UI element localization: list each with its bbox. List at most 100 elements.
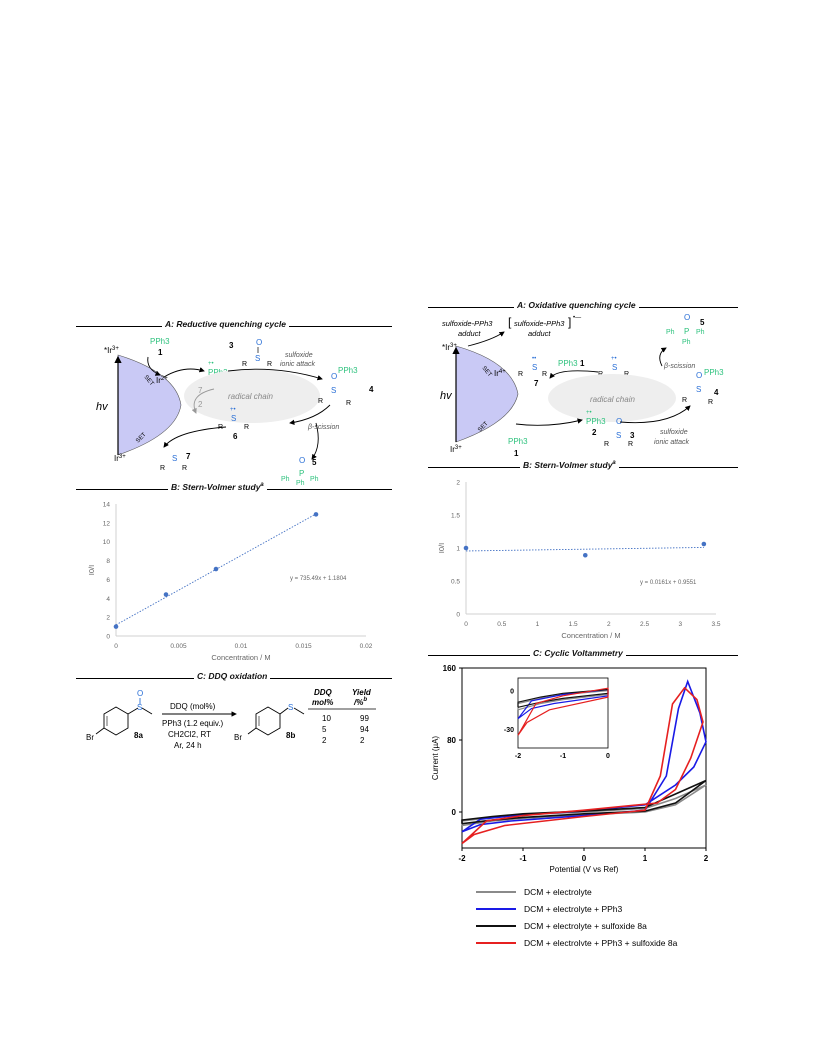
svg-text:Ph: Ph — [296, 480, 305, 485]
svg-text:PPh3: PPh3 — [338, 366, 358, 375]
svg-text:sulfoxide: sulfoxide — [285, 352, 313, 359]
trendline-equation: y = 0.0161x + 0.9551 — [640, 580, 697, 586]
panel-a-right-title: A: Oxidative quenching cycle — [514, 300, 639, 310]
panel-b-right-header: B: Stern-Volmer studya — [428, 460, 738, 474]
svg-text:R: R — [682, 397, 687, 404]
svg-text:mol%: mol% — [312, 698, 333, 707]
svg-text:•—: •— — [573, 315, 581, 321]
svg-text:Ph: Ph — [310, 476, 319, 483]
svg-text:PPh3: PPh3 — [704, 368, 724, 377]
svg-text:S: S — [616, 431, 621, 440]
x-tick-label: 0.01 — [235, 643, 248, 650]
svg-text:*Ir3+: *Ir3+ — [104, 346, 119, 355]
y-axis-title: Current (µA) — [431, 736, 440, 781]
stern-volmer-left-chart: 0 2 4 6 8 10 12 14 0 0.005 0.01 0.015 0.02 y = 735.49… — [87, 502, 373, 663]
panel-a-right-header: A: Oxidative quenching cycle — [428, 300, 738, 314]
ddq-cell-mol: 2 — [322, 736, 327, 745]
svg-text:Ir2+: Ir2+ — [156, 376, 168, 385]
svg-text:R: R — [628, 441, 633, 448]
svg-text:R: R — [604, 441, 609, 448]
sulfide-8b-structure — [247, 706, 305, 736]
svg-text:PPh3: PPh3 — [208, 368, 228, 377]
trendline-equation: y = 735.49x + 1.1804 — [290, 576, 347, 582]
svg-text:PPh3: PPh3 — [558, 359, 578, 368]
svg-text:R: R — [242, 361, 247, 368]
svg-text:O: O — [256, 338, 262, 347]
inset-x-tick-label: 0 — [606, 753, 610, 760]
panel-c-left-title: C: DDQ oxidation — [194, 671, 271, 681]
photocatalyst-cycle-shape — [117, 354, 182, 456]
data-point — [463, 545, 469, 551]
x-tick-label: 2 — [607, 621, 611, 628]
svg-text:/%b: /%b — [353, 697, 367, 707]
svg-text:O: O — [137, 689, 143, 698]
y-tick-label: 14 — [103, 502, 111, 509]
svg-text:3: 3 — [630, 431, 635, 440]
svg-text:PPh3: PPh3 — [508, 437, 528, 446]
inset-y-tick-label: -30 — [504, 727, 514, 734]
svg-text:O: O — [696, 371, 702, 380]
svg-text:adduct: adduct — [528, 329, 551, 338]
y-tick-label: 4 — [106, 596, 110, 603]
panel-c-left-header: C: DDQ oxidation — [76, 671, 392, 685]
svg-text:S: S — [612, 363, 617, 372]
y-tick-label: 10 — [103, 539, 111, 546]
svg-text:2: 2 — [592, 428, 597, 437]
x-tick-label: 0.005 — [170, 643, 187, 650]
svg-text:5: 5 — [312, 458, 317, 467]
y-axis-title: I0/I — [437, 543, 446, 553]
svg-text:Ph: Ph — [666, 329, 675, 336]
svg-text:radical chain: radical chain — [228, 392, 273, 401]
y-tick-label: 12 — [103, 520, 111, 527]
inset-x-tick-label: -2 — [515, 753, 521, 760]
panel-c-right-title: C: Cyclic Voltammetry — [530, 648, 626, 658]
x-tick-label: 2 — [704, 854, 709, 863]
ddq-table-rows: 10 99 5 94 2 2 — [322, 714, 369, 745]
y-tick-label: 1 — [456, 546, 460, 553]
svg-text:Ph: Ph — [696, 329, 705, 336]
svg-text:P: P — [684, 327, 689, 336]
cv-series-line — [461, 686, 704, 845]
x-tick-label: 0.015 — [295, 643, 312, 650]
x-tick-label: 0 — [464, 621, 468, 628]
svg-text:O: O — [299, 456, 305, 465]
svg-text:sulfoxide: sulfoxide — [660, 429, 688, 436]
data-point — [701, 541, 707, 547]
svg-text:Ar, 24 h: Ar, 24 h — [174, 741, 202, 750]
legend-label: DCM + electrolyte — [524, 887, 592, 897]
svg-text:8b: 8b — [286, 731, 295, 740]
y-tick-label: 160 — [443, 664, 457, 673]
y-tick-label: 0 — [452, 808, 457, 817]
svg-text:adduct: adduct — [458, 329, 481, 338]
svg-text:7: 7 — [534, 379, 539, 388]
oxidative-quenching-diagram: sulfoxide-PPh3 adduct [ sulfoxide-PPh3 a… — [440, 314, 724, 458]
legend-label: DCM + electrolyte + PPh3 — [524, 904, 623, 914]
cyclic-voltammetry-chart: 0 80 160 -2 -1 0 1 2 Potential (V vs Ref) Current… — [431, 664, 709, 946]
y-tick-label: 6 — [106, 577, 110, 584]
svg-text:ionic attack: ionic attack — [280, 361, 316, 368]
svg-text:7: 7 — [198, 386, 203, 395]
stern-volmer-right-chart: 0 0.5 1 1.5 2 0 0.5 1 1.5 2 2.5 3 3.5 y = 0.0161x + 0… — [437, 480, 721, 641]
data-point — [213, 566, 219, 572]
y-tick-label: 2 — [456, 480, 460, 487]
svg-text:]: ] — [568, 315, 571, 329]
svg-text:••: •• — [532, 356, 536, 362]
inset-x-tick-label: -1 — [560, 753, 566, 760]
svg-text:P: P — [299, 469, 304, 478]
svg-text:R: R — [244, 424, 249, 431]
ddq-cell-mol: 5 — [322, 725, 327, 734]
svg-text:4: 4 — [714, 388, 719, 397]
svg-text:β-scission: β-scission — [663, 363, 695, 370]
svg-text:PPh3 (1.2 equiv.): PPh3 (1.2 equiv.) — [162, 719, 224, 728]
y-axis-title: I0/I — [87, 565, 96, 575]
legend-label: DCM + electrolyte + sulfoxide 8a — [524, 921, 647, 931]
x-tick-label: -2 — [458, 854, 466, 863]
svg-text:8a: 8a — [134, 731, 143, 740]
svg-text:R: R — [160, 465, 165, 472]
svg-text:7: 7 — [186, 452, 191, 461]
svg-text:Yield: Yield — [352, 688, 372, 697]
svg-text:R: R — [542, 371, 547, 378]
x-tick-label: 1 — [643, 854, 648, 863]
ddq-cell-yield: 99 — [360, 714, 369, 723]
panel-b-left-title: B: Stern-Volmer study — [171, 482, 261, 492]
